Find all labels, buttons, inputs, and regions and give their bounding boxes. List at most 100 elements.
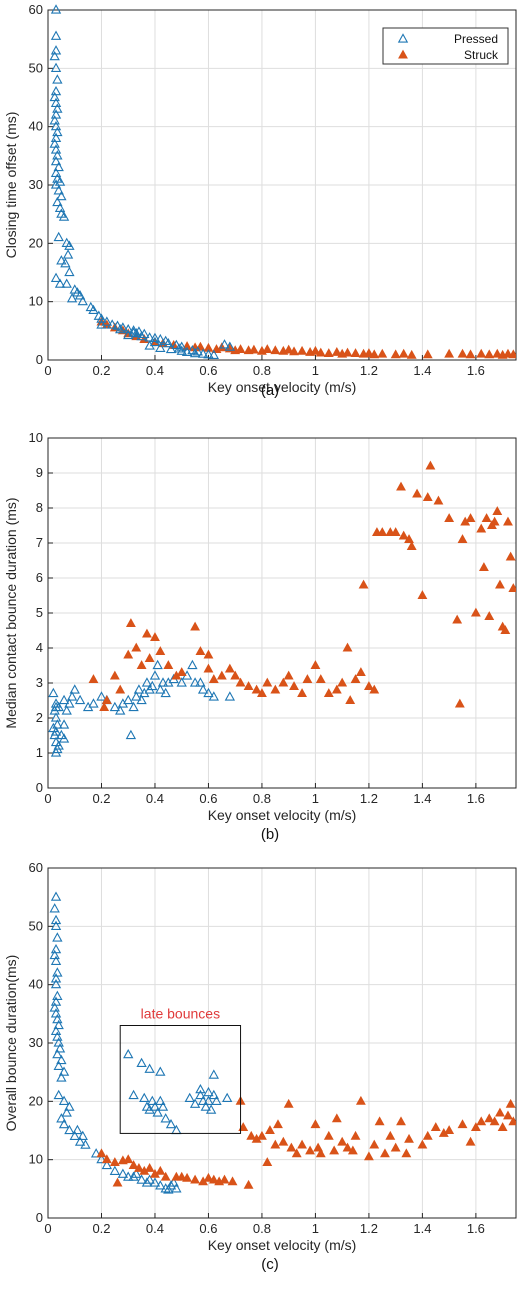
pressed-point (152, 1107, 163, 1117)
pressed-point (155, 684, 166, 694)
struck-point (444, 1125, 455, 1134)
struck-point (176, 1171, 187, 1181)
struck-point (350, 348, 361, 358)
pressed-point (61, 705, 72, 715)
x-tick-label: 1.4 (413, 363, 431, 378)
struck-point (283, 344, 294, 354)
pressed-point (184, 1092, 195, 1103)
struck-point (444, 513, 455, 522)
struck-point (476, 1116, 487, 1126)
legend-struck-marker (398, 49, 408, 59)
struck-point (489, 1116, 500, 1126)
pressed-point (141, 677, 153, 687)
struck-point (374, 1116, 385, 1126)
struck-point (115, 684, 126, 694)
x-tick-label: 0.8 (253, 363, 271, 378)
pressed-point (58, 211, 70, 221)
pressed-point (74, 694, 86, 705)
struck-point (430, 1122, 441, 1132)
pressed-point (211, 1095, 222, 1105)
struck-point (492, 348, 503, 358)
struck-point (315, 1148, 326, 1158)
pressed-point (74, 290, 86, 300)
struck-point (377, 527, 388, 536)
pressed-point (58, 733, 70, 743)
pressed-point (123, 323, 134, 334)
pressed-point (64, 240, 75, 250)
pressed-point (64, 1124, 75, 1135)
pressed-point (176, 677, 187, 687)
struck-point (484, 1113, 495, 1123)
struck-point (380, 1148, 390, 1158)
struck-point (390, 527, 401, 536)
struck-point (331, 1113, 342, 1123)
x-tick-label: 0.4 (146, 363, 164, 378)
pressed-point (96, 1153, 107, 1164)
y-axis-label: Overall bounce duration(ms) (3, 955, 19, 1132)
pressed-point (88, 304, 99, 315)
pressed-point (50, 973, 62, 983)
pressed-point (136, 1057, 147, 1068)
struck-point (262, 1157, 273, 1167)
struck-point (131, 642, 142, 652)
x-axis-label: Key onset velocity (m/s) (208, 1237, 357, 1253)
struck-point (160, 1171, 171, 1181)
struck-point (478, 562, 489, 571)
y-tick-label: 5 (36, 605, 43, 620)
pressed-point (208, 691, 219, 701)
struck-point (243, 681, 254, 690)
pressed-point (189, 677, 201, 687)
struck-point (227, 1176, 238, 1186)
struck-point (291, 1148, 302, 1158)
struck-point (88, 674, 99, 683)
pressed-point (147, 1095, 158, 1105)
pressed-point (54, 1043, 66, 1053)
pressed-point (109, 701, 121, 712)
panel-label: (b) (261, 826, 279, 843)
pressed-point (163, 1184, 174, 1194)
struck-point (219, 1174, 230, 1184)
x-tick-label: 1 (312, 363, 319, 378)
struck-point (128, 1160, 139, 1169)
pressed-point (187, 659, 198, 670)
pressed-point (58, 719, 70, 729)
struck-point (323, 348, 334, 358)
struck-point (270, 1139, 281, 1149)
pressed-point (168, 1177, 179, 1187)
struck-point (109, 670, 120, 680)
y-tick-label: 4 (36, 640, 43, 655)
y-tick-label: 60 (29, 860, 43, 875)
pressed-point (48, 722, 59, 733)
pressed-point (77, 295, 88, 306)
x-tick-label: 0 (44, 1221, 51, 1236)
struck-point (278, 1136, 289, 1146)
pressed-point (221, 1092, 233, 1103)
pressed-point (52, 719, 63, 729)
struck-point (208, 1174, 219, 1184)
x-tick-label: 1.4 (413, 1221, 431, 1236)
pressed-point (50, 914, 62, 925)
y-tick-label: 60 (29, 2, 43, 17)
y-axis-label: Median contact bounce duration (ms) (3, 497, 19, 728)
y-tick-label: 10 (29, 1152, 43, 1167)
struck-point (398, 348, 409, 358)
struck-point (109, 1157, 120, 1167)
struck-point (155, 1165, 166, 1175)
struck-point (235, 677, 246, 687)
pressed-point (155, 1095, 166, 1105)
struck-point (248, 344, 259, 354)
y-tick-label: 6 (36, 570, 43, 585)
y-tick-label: 10 (29, 430, 43, 445)
y-tick-label: 40 (29, 119, 43, 134)
x-tick-label: 0.2 (92, 363, 110, 378)
struck-point (355, 667, 366, 676)
pressed-point (50, 272, 62, 282)
struck-point (342, 1142, 353, 1152)
pressed-point (60, 258, 71, 268)
struck-point (101, 695, 112, 704)
pressed-point (56, 255, 67, 265)
pressed-point (189, 347, 201, 358)
struck-point (398, 530, 409, 540)
pressed-point (58, 1118, 70, 1129)
struck-point (190, 1174, 201, 1184)
